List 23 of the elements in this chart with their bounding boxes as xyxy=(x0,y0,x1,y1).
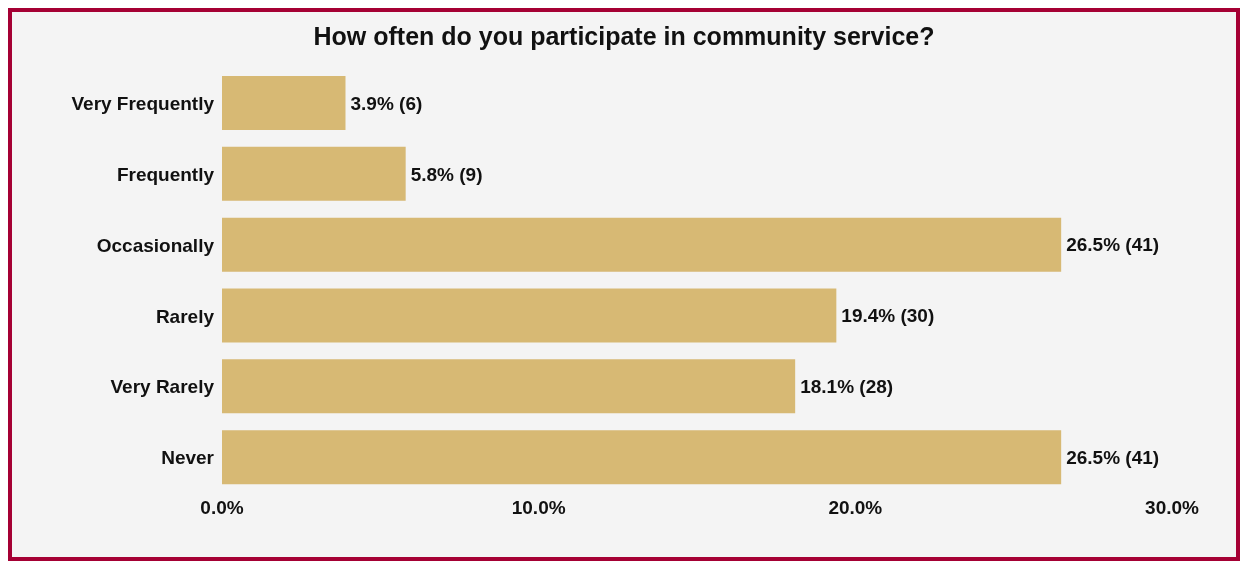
bar xyxy=(222,146,406,201)
y-tick-label: Very Frequently xyxy=(71,93,215,115)
bar xyxy=(222,76,346,130)
y-tick-label: Very Rarely xyxy=(110,376,215,398)
data-label: 3.9% (6) xyxy=(350,92,423,114)
y-tick-label: Frequently xyxy=(116,163,215,185)
y-tick-label: Occasionally xyxy=(96,234,215,256)
chart-title: How often do you participate in community service? xyxy=(312,21,936,52)
data-label: 26.5% (41) xyxy=(1066,234,1160,256)
y-tick-label: Rarely xyxy=(155,305,215,327)
x-tick-label: 20.0% xyxy=(828,497,883,519)
x-tick-label: 0.0% xyxy=(200,497,244,519)
data-label: 5.8% (9) xyxy=(410,163,483,185)
data-label: 18.1% (28) xyxy=(800,376,894,398)
bar xyxy=(222,359,796,414)
data-label: 26.5% (41) xyxy=(1066,446,1160,468)
data-label: 19.4% (30) xyxy=(841,305,935,327)
x-tick-label: 30.0% xyxy=(1145,497,1200,519)
x-tick-label: 10.0% xyxy=(511,497,566,519)
y-tick-label: Never xyxy=(161,447,215,469)
bar xyxy=(222,430,1062,485)
bar xyxy=(222,288,837,343)
bar xyxy=(222,217,1062,272)
